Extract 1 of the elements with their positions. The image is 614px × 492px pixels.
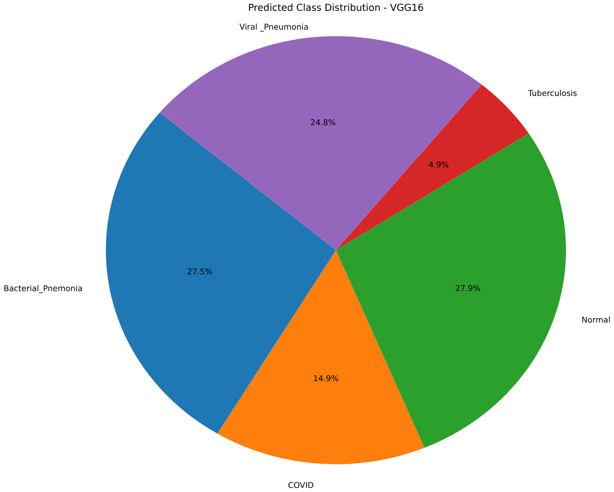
chart-title: Predicted Class Distribution - VGG16 <box>249 4 424 12</box>
